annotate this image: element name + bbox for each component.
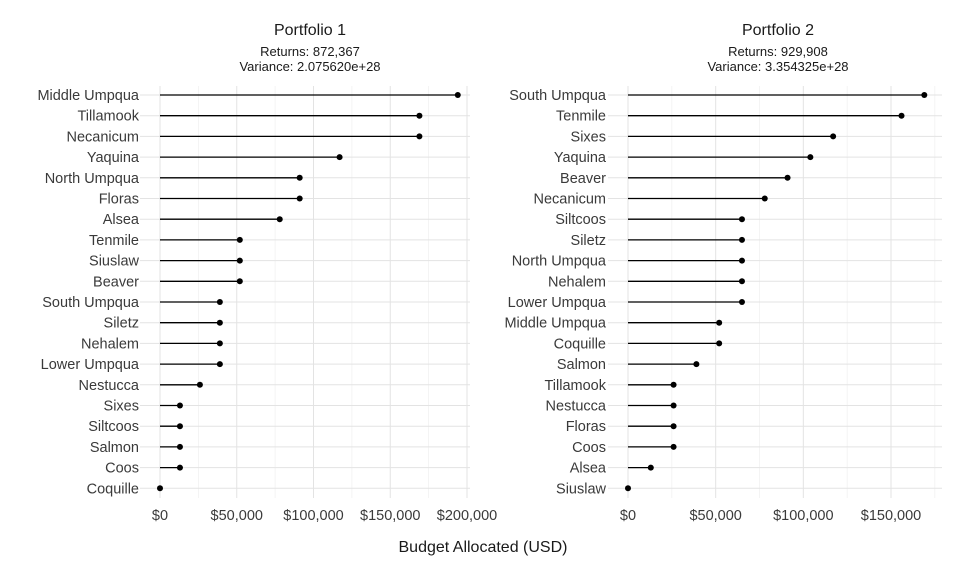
lollipop-point [336, 154, 343, 161]
x-tick-label: $0 [620, 508, 636, 524]
lollipop-point [176, 402, 183, 409]
category-label: Coquille [87, 481, 139, 497]
lollipop-point [670, 423, 677, 430]
lollipop-point [176, 443, 183, 450]
lollipop-point [738, 278, 745, 285]
lollipop-point [454, 92, 461, 98]
chart-title: Portfolio 2 [742, 22, 814, 39]
x-tick-label: $150,000 [861, 508, 921, 524]
lollipop-point [416, 133, 423, 140]
category-label: South Umpqua [42, 295, 140, 311]
lollipop-point [784, 174, 791, 181]
category-label: Floras [566, 419, 606, 435]
category-label: Yaquina [554, 150, 607, 166]
x-tick-label: $100,000 [773, 508, 833, 524]
category-label: Nehalem [81, 336, 139, 352]
lollipop-point [236, 278, 243, 285]
category-label: Floras [99, 192, 139, 208]
category-label: North Umpqua [45, 171, 140, 187]
lollipop-point [236, 257, 243, 264]
lollipop-point [738, 257, 745, 264]
lollipop-point [693, 361, 700, 368]
chart-subtitle-line: Returns: 929,908 [728, 44, 828, 59]
lollipop-point [716, 319, 723, 326]
lollipop-point [176, 464, 183, 471]
lollipop-point [807, 154, 814, 161]
lollipop-point [296, 174, 303, 181]
category-label: Nestucca [79, 378, 140, 394]
category-label: Sixes [104, 399, 139, 415]
category-label: Middle Umpqua [504, 316, 606, 332]
lollipop-point [296, 195, 303, 202]
category-label: Necanicum [66, 129, 139, 145]
category-label: Beaver [560, 171, 606, 187]
category-label: Beaver [93, 274, 139, 290]
lollipop-point [830, 133, 837, 140]
category-label: Lower Umpqua [41, 357, 140, 373]
category-label: Alsea [570, 461, 607, 477]
lollipop-point [670, 443, 677, 450]
category-label: Siletz [104, 316, 139, 332]
category-label: Yaquina [87, 150, 140, 166]
category-label: Siletz [571, 233, 606, 249]
lollipop-point [898, 112, 905, 119]
lollipop-point [921, 92, 928, 98]
lollipop-point [176, 423, 183, 430]
lollipop-point [716, 340, 723, 347]
category-label: Siuslaw [89, 254, 139, 270]
category-label: Coquille [554, 336, 606, 352]
category-label: Lower Umpqua [508, 295, 607, 311]
category-label: Tillamook [77, 109, 139, 125]
lollipop-point [761, 195, 768, 202]
x-tick-label: $100,000 [283, 508, 343, 524]
category-label: Middle Umpqua [37, 88, 139, 104]
x-tick-label: $50,000 [211, 508, 263, 524]
lollipop-point [236, 236, 243, 243]
lollipop-point [196, 381, 203, 388]
lollipop-point [216, 340, 223, 347]
lollipop-point [625, 485, 631, 492]
lollipop-point [738, 299, 745, 305]
lollipop-point [276, 216, 283, 223]
lollipop-point [216, 299, 223, 305]
category-label: Nehalem [548, 274, 606, 290]
category-label: Tenmile [89, 233, 139, 249]
category-label: Siltcoos [555, 212, 606, 228]
category-label: North Umpqua [512, 254, 607, 270]
category-label: Nestucca [546, 399, 607, 415]
lollipop-point [216, 361, 223, 368]
lollipop-point [670, 402, 677, 409]
lollipop-point [647, 464, 654, 471]
x-axis-label: Budget Allocated (USD) [399, 539, 568, 556]
category-label: Tenmile [556, 109, 606, 125]
category-label: Siuslaw [556, 481, 606, 497]
category-label: Necanicum [533, 192, 606, 208]
category-label: Salmon [90, 440, 139, 456]
category-label: Siltcoos [88, 419, 139, 435]
lollipop-point [738, 216, 745, 223]
category-label: Tillamook [544, 378, 606, 394]
x-tick-label: $150,000 [360, 508, 420, 524]
category-label: Coos [105, 461, 139, 477]
chart-title: Portfolio 1 [274, 22, 346, 39]
lollipop-point [216, 319, 223, 326]
category-label: South Umpqua [509, 88, 607, 104]
lollipop-point [670, 381, 677, 388]
chart-subtitle-line: Variance: 3.354325e+28 [707, 59, 848, 74]
category-label: Coos [572, 440, 606, 456]
lollipop-point [157, 485, 163, 492]
lollipop-point [416, 112, 423, 119]
category-label: Alsea [103, 212, 140, 228]
lollipop-point [738, 236, 745, 243]
x-tick-label: $0 [152, 508, 168, 524]
x-tick-label: $50,000 [689, 508, 741, 524]
x-tick-label: $200,000 [437, 508, 497, 524]
chart-subtitle-line: Variance: 2.075620e+28 [239, 59, 380, 74]
category-label: Sixes [571, 129, 606, 145]
chart-subtitle-line: Returns: 872,367 [260, 44, 360, 59]
category-label: Salmon [557, 357, 606, 373]
